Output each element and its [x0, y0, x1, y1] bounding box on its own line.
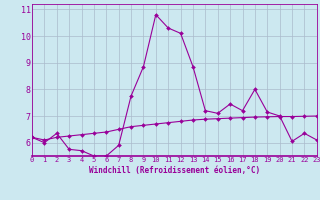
X-axis label: Windchill (Refroidissement éolien,°C): Windchill (Refroidissement éolien,°C) — [89, 166, 260, 175]
